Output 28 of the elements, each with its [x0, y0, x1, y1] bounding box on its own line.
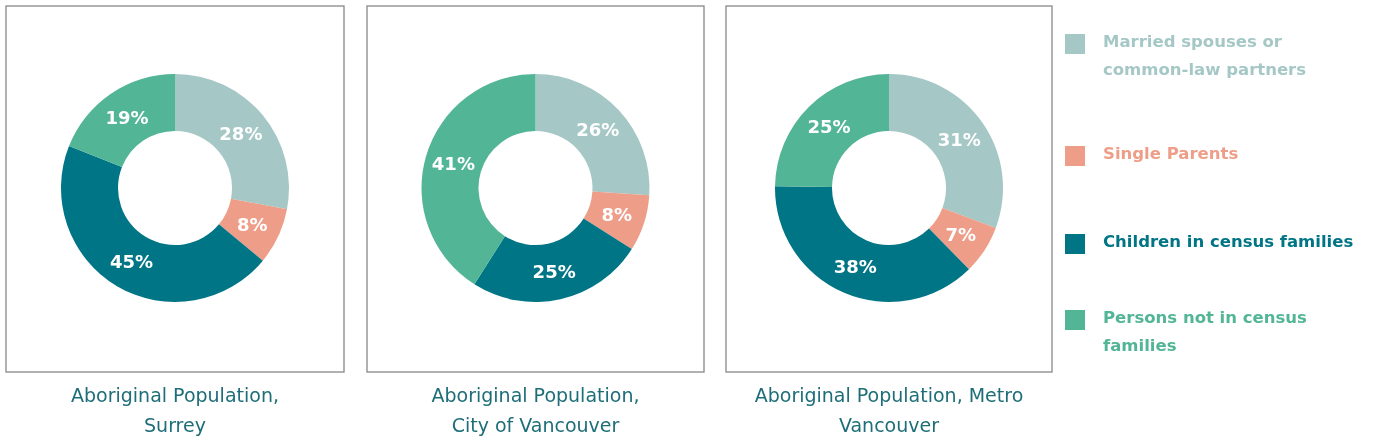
donut-slice	[175, 74, 289, 210]
donut-slice	[583, 191, 650, 250]
donut-slice	[218, 198, 287, 261]
data-label: 19%	[105, 106, 149, 128]
data-label: 8%	[601, 203, 633, 225]
donut-slice	[535, 74, 650, 196]
data-label: 26%	[576, 118, 620, 140]
text: Aboriginal Population, Surrey	[70, 383, 280, 438]
donut-slice	[889, 74, 1003, 228]
data-label: 38%	[833, 255, 877, 277]
text: Aboriginal Population, Metro Vancouver	[753, 383, 1025, 438]
donut-slice	[775, 74, 889, 188]
legend-label: Married spouses or common-law partners	[1103, 31, 1308, 81]
legend-label: Children in census families	[1103, 231, 1355, 253]
data-label: 25%	[807, 116, 851, 138]
donut-slice	[421, 74, 536, 285]
text: Aboriginal Population, City of Vancouver	[430, 383, 641, 438]
data-label: 7%	[945, 223, 977, 245]
data-label: 8%	[237, 213, 268, 235]
legend-label: Persons not in census families	[1103, 307, 1308, 357]
data-label: 28%	[219, 122, 263, 144]
donut-slice	[69, 74, 175, 168]
data-label: 31%	[937, 128, 981, 150]
data-label: 41%	[431, 153, 475, 175]
data-label: 25%	[532, 260, 576, 282]
legend-label: Single Parents	[1103, 143, 1240, 165]
data-label: 45%	[109, 250, 154, 272]
donut-slice	[928, 207, 996, 270]
